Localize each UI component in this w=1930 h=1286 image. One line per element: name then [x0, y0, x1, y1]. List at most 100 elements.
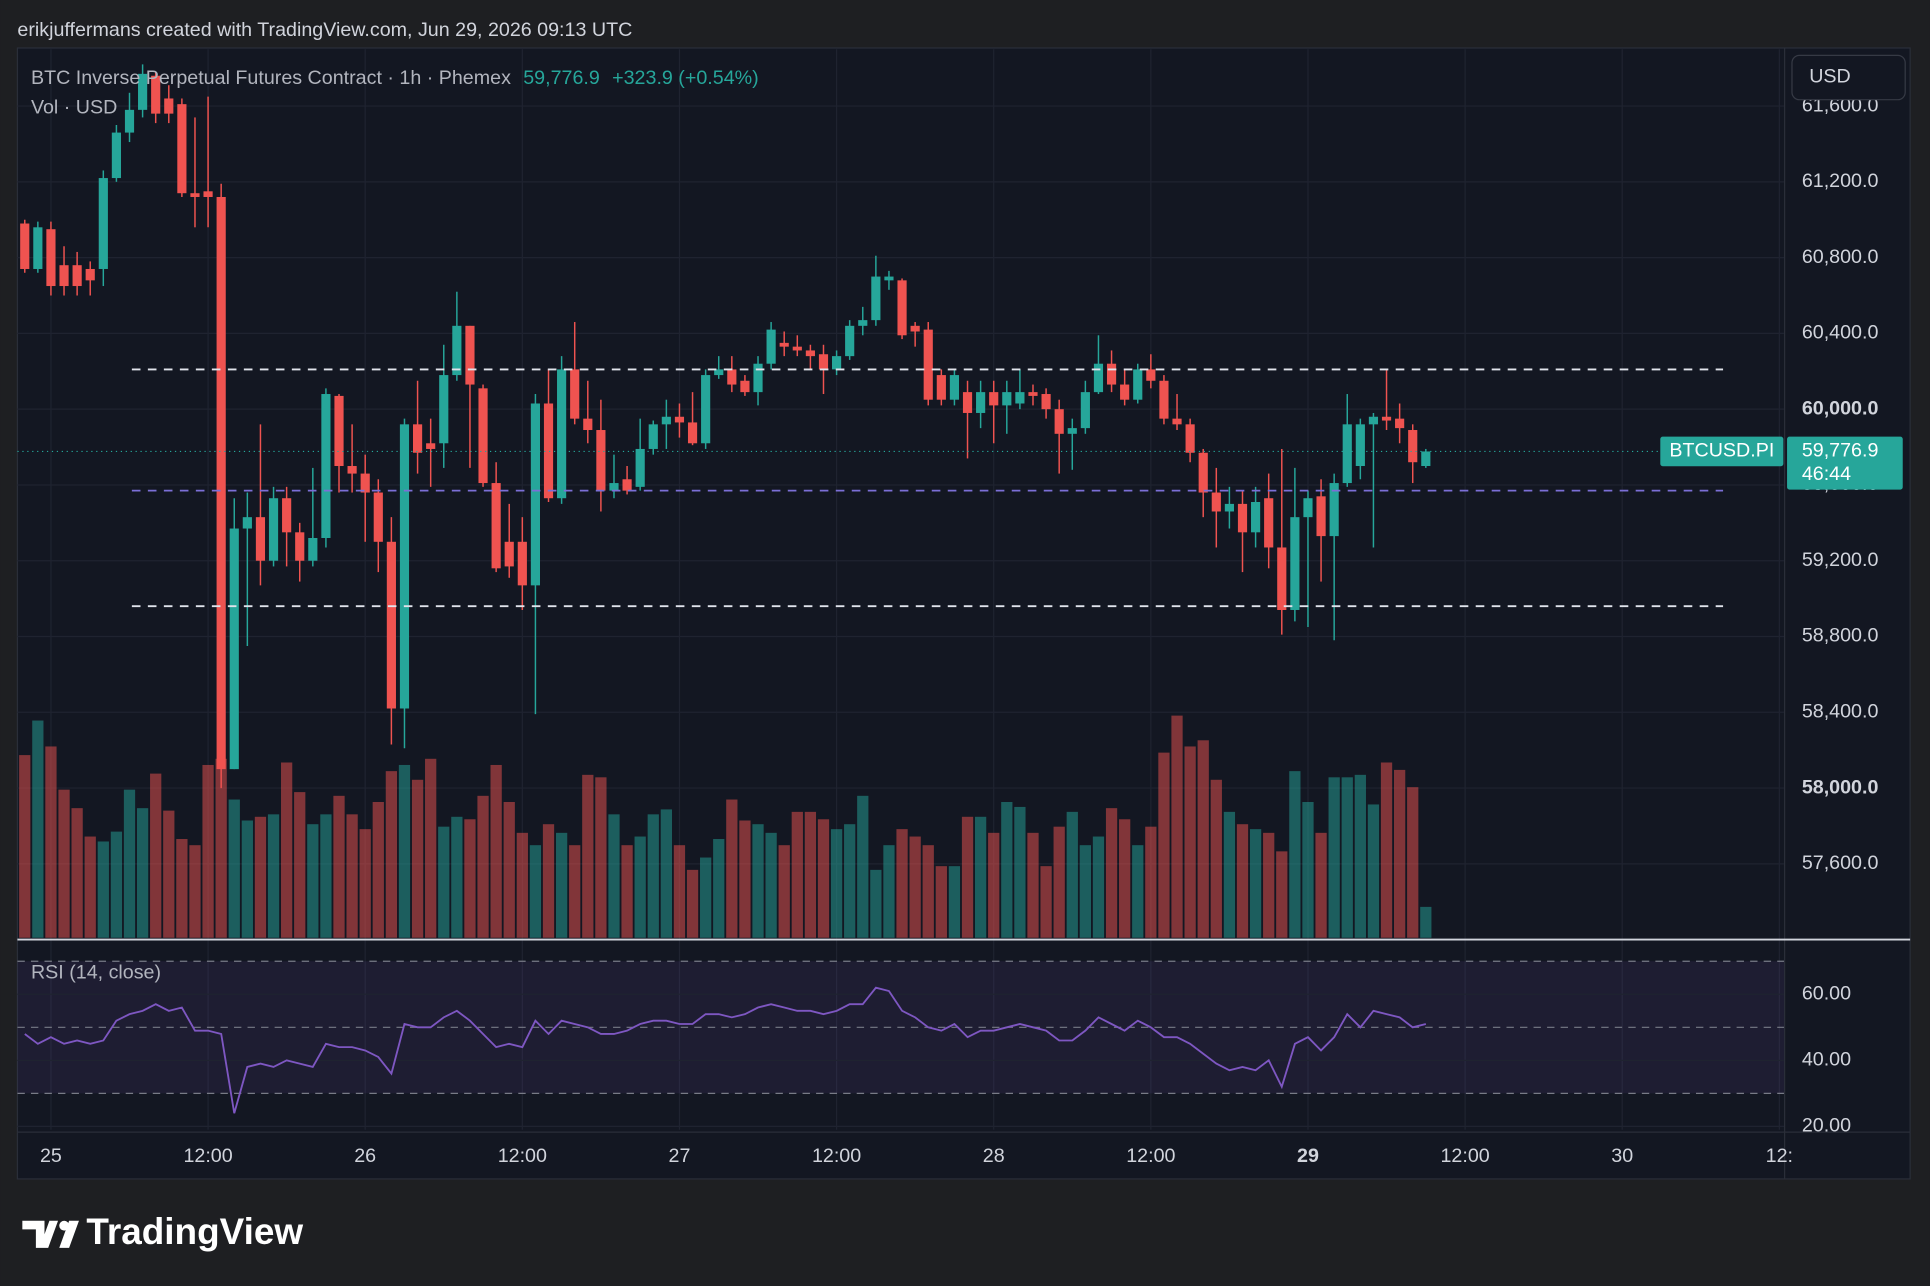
y-tick-label: 58,000.0 [1802, 776, 1879, 798]
volume-bar [45, 746, 57, 938]
volume-bar [830, 829, 843, 938]
candle-body [884, 276, 894, 281]
candle-body [1277, 547, 1287, 610]
volume-bar [1263, 832, 1275, 938]
volume-bar [1184, 746, 1196, 938]
volume-bar [1315, 832, 1327, 938]
x-tick-label: 30 [1611, 1145, 1633, 1167]
volume-bar [1092, 836, 1105, 938]
volume-bar [542, 824, 555, 938]
x-tick-label: 12:00 [1126, 1145, 1175, 1167]
x-tick-label: 12:00 [812, 1145, 861, 1167]
volume-bar [1105, 808, 1118, 938]
candle-body [714, 369, 724, 376]
volume-bar [804, 811, 817, 938]
candle-body [687, 422, 698, 444]
candle-body [255, 517, 266, 561]
candle-body [1421, 451, 1431, 467]
volume-bar [974, 816, 987, 938]
candle-body [46, 229, 56, 287]
candle-body [845, 325, 855, 357]
candle-body [766, 329, 776, 364]
candle-body [268, 498, 279, 561]
candle-body [229, 528, 239, 770]
candle-body [805, 350, 815, 357]
volume-bar [791, 811, 803, 938]
volume-bar [555, 832, 568, 938]
candle-body [740, 380, 750, 393]
candle-body [59, 265, 69, 287]
candle-body [976, 392, 986, 413]
candle-body [1224, 503, 1234, 512]
volume-bar [1223, 811, 1236, 938]
volume-bar [529, 845, 542, 938]
volume-bar [215, 758, 227, 938]
candle-body [1198, 452, 1208, 493]
volume-bar [673, 845, 686, 938]
candle-body [858, 320, 868, 326]
volume-bar [32, 720, 44, 938]
candle-body [897, 280, 907, 336]
candle-body [164, 98, 174, 114]
candle-body [648, 424, 658, 449]
candle-body [1054, 409, 1064, 434]
volume-bar [700, 857, 712, 938]
volume-bar [1367, 804, 1380, 938]
candle-body [282, 498, 292, 533]
volume-bar [857, 795, 869, 938]
candle-body [1067, 428, 1077, 434]
countdown: 46:44 [1802, 463, 1851, 485]
candle-body [1368, 416, 1379, 425]
candle-body [151, 75, 161, 114]
volume-bar [1328, 777, 1340, 938]
volume-bar [359, 829, 371, 938]
rsi-line [24, 986, 1427, 1114]
volume-bar [19, 755, 31, 938]
volume-bar [1079, 845, 1092, 938]
symbol-tag [1660, 436, 1784, 467]
volume-bar [1197, 740, 1209, 938]
candle-body [1316, 496, 1326, 537]
rsi-legend: RSI (14, close) [31, 962, 161, 984]
volume-bar [398, 764, 411, 938]
candle-body [871, 276, 881, 321]
candle-body [111, 132, 121, 179]
candle-body [1172, 418, 1182, 425]
candle-body [1159, 380, 1169, 419]
volume-bar [817, 819, 830, 938]
volume-bar [1289, 771, 1301, 938]
volume-bar [883, 845, 895, 938]
candle-body [674, 416, 685, 423]
volume-bar [385, 771, 398, 938]
candle-body [295, 532, 305, 561]
volume-bar [726, 799, 738, 938]
volume-bar [739, 820, 751, 938]
volume-bar [123, 789, 136, 938]
candle-body [1251, 502, 1261, 533]
y-tick-label: 57,600.0 [1802, 852, 1879, 874]
currency-button[interactable] [1791, 54, 1906, 101]
volume-bar [438, 826, 450, 938]
volume-bar [71, 808, 83, 938]
currency-label[interactable]: USD [1809, 66, 1851, 88]
candle-body [910, 325, 920, 332]
candle-body [1408, 430, 1418, 463]
volume-bar [477, 795, 489, 938]
volume-bar [97, 841, 109, 938]
volume-bar [241, 820, 253, 938]
volume-bar [961, 816, 974, 938]
volume-legend: Vol · USD [31, 96, 117, 118]
candle-body [1355, 424, 1365, 467]
volume-bar [909, 836, 921, 938]
x-tick-label: 27 [669, 1145, 691, 1167]
price-tag [1787, 436, 1903, 490]
candle-body [439, 375, 449, 444]
volume-bar [516, 832, 528, 938]
volume-bar [202, 764, 214, 938]
y-tick-label: 58,800.0 [1802, 625, 1879, 647]
candle-body [1120, 384, 1130, 400]
candle-body [386, 541, 396, 709]
volume-bar [1341, 777, 1353, 938]
candle-body [727, 369, 737, 385]
candle-body [20, 223, 30, 269]
